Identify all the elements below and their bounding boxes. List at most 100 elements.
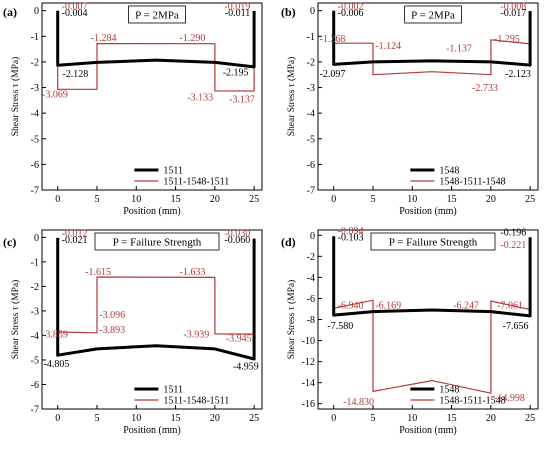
- y-tick-label: -3: [31, 83, 39, 94]
- data-label: -3.096: [99, 310, 125, 321]
- y-tick-label: -7: [31, 186, 39, 197]
- y-tick-label: 0: [34, 233, 39, 244]
- data-label: -3.069: [42, 89, 68, 100]
- data-label: -0.196: [500, 228, 526, 239]
- legend-label: 1548: [439, 385, 459, 396]
- data-label: -1.615: [85, 267, 111, 278]
- y-tick-label: -5: [31, 134, 39, 145]
- y-tick-label: -6: [307, 160, 315, 171]
- series-line-primary: [56, 10, 256, 69]
- series-line-primary: [332, 236, 532, 318]
- y-tick-label: -2: [307, 252, 315, 263]
- plot-frame: [41, 229, 263, 410]
- series-line-secondary: [333, 10, 531, 76]
- data-label: -2.128: [62, 69, 88, 80]
- plot-frame: [41, 2, 263, 191]
- data-label: -2.097: [320, 69, 346, 80]
- data-label: -1.633: [180, 267, 206, 278]
- y-tick-label: -1: [31, 32, 39, 43]
- series-line-primary: [56, 237, 256, 361]
- panel-label: (b): [281, 5, 296, 19]
- y-tick-label: -3: [307, 83, 315, 94]
- x-tick-label: 10: [407, 194, 417, 205]
- data-label: -0.006: [338, 8, 364, 19]
- series-line-secondary: [57, 237, 255, 335]
- y-tick-label: -1: [307, 32, 315, 43]
- y-tick-label: -7: [307, 186, 315, 197]
- x-tick-label: 0: [331, 194, 336, 205]
- legend-label: 1548-1511-1548: [439, 177, 505, 188]
- y-tick-label: -3: [31, 306, 39, 317]
- x-tick-label: 25: [525, 194, 535, 205]
- data-label: -0.012: [62, 228, 88, 239]
- data-label: -1.268: [320, 34, 346, 45]
- x-tick-label: 25: [525, 413, 535, 424]
- series-line-secondary: [57, 10, 255, 92]
- title-box: [404, 5, 462, 24]
- y-tick-label: -1: [31, 257, 39, 268]
- data-label: -0.021: [62, 235, 88, 246]
- data-label: -0.007: [62, 2, 88, 13]
- y-tick-label: -4: [307, 109, 315, 120]
- legend-label: 1511-1548-1511: [163, 177, 229, 188]
- data-label: -0.002: [338, 2, 364, 13]
- data-label: -3.945: [226, 333, 252, 344]
- data-label: -1.295: [494, 34, 520, 45]
- legend-label: 1511: [163, 385, 183, 396]
- y-tick-label: -6: [307, 294, 315, 305]
- title-box: [128, 5, 186, 24]
- data-label: -0.017: [500, 8, 526, 19]
- y-tick-label: -5: [31, 355, 39, 366]
- data-label: -0.008: [500, 2, 526, 13]
- data-label: -4.959: [233, 362, 259, 373]
- chart-title: P = 2MPa: [411, 10, 455, 22]
- data-label: -0.011: [225, 8, 250, 19]
- data-label: -3.939: [183, 330, 209, 341]
- x-tick-label: 5: [371, 413, 376, 424]
- data-label: -2.195: [223, 68, 249, 79]
- x-tick-label: 0: [55, 194, 60, 205]
- data-label: -0.221: [500, 240, 526, 251]
- data-label: -0.030: [224, 228, 250, 239]
- y-axis-label: Shear Stress τ (MPa): [10, 57, 21, 137]
- x-axis-label: Position (mm): [123, 206, 181, 217]
- data-label: -7.061: [497, 300, 523, 311]
- x-tick-label: 10: [131, 413, 141, 424]
- data-label: -3.859: [42, 330, 68, 341]
- data-label: -0.019: [224, 2, 250, 13]
- x-tick-label: 15: [171, 413, 181, 424]
- data-label: -14.998: [494, 393, 525, 404]
- y-axis-label: Shear Stress τ (MPa): [286, 57, 297, 137]
- data-label: -1.137: [446, 43, 472, 54]
- data-label: -3.133: [187, 93, 213, 104]
- data-label: -2.123: [505, 69, 531, 80]
- chart-panel-d: 0 -2 -4 -6 -8 -10 -12 -14 -16 0 5 10 15 20 25 Position …: [281, 226, 539, 436]
- x-tick-label: 20: [210, 194, 220, 205]
- plot-frame: [317, 2, 539, 191]
- y-tick-label: 0: [34, 6, 39, 17]
- x-tick-label: 10: [407, 413, 417, 424]
- legend-label: 1548-1511-1548: [439, 396, 505, 407]
- data-label: -1.124: [375, 41, 401, 52]
- data-label: -7.580: [327, 321, 353, 332]
- x-tick-label: 5: [95, 194, 100, 205]
- y-tick-label: -5: [307, 134, 315, 145]
- x-tick-label: 25: [249, 194, 259, 205]
- series-line-secondary: [333, 236, 531, 394]
- x-tick-label: 15: [447, 194, 457, 205]
- plot-frame: [317, 229, 539, 410]
- x-tick-label: 5: [371, 194, 376, 205]
- legend-label: 1511-1548-1511: [163, 396, 229, 407]
- y-tick-label: -7: [31, 405, 39, 416]
- y-tick-label: -10: [302, 336, 315, 347]
- y-tick-label: -6: [31, 380, 39, 391]
- y-tick-label: -6: [31, 160, 39, 171]
- x-tick-label: 15: [171, 194, 181, 205]
- y-tick-label: -4: [31, 109, 39, 120]
- y-tick-label: -2: [307, 57, 315, 68]
- x-tick-label: 10: [131, 194, 141, 205]
- chart-title: P = 2MPa: [135, 10, 179, 22]
- data-label: -0.103: [338, 232, 364, 243]
- x-tick-label: 25: [249, 413, 259, 424]
- x-tick-label: 20: [486, 194, 496, 205]
